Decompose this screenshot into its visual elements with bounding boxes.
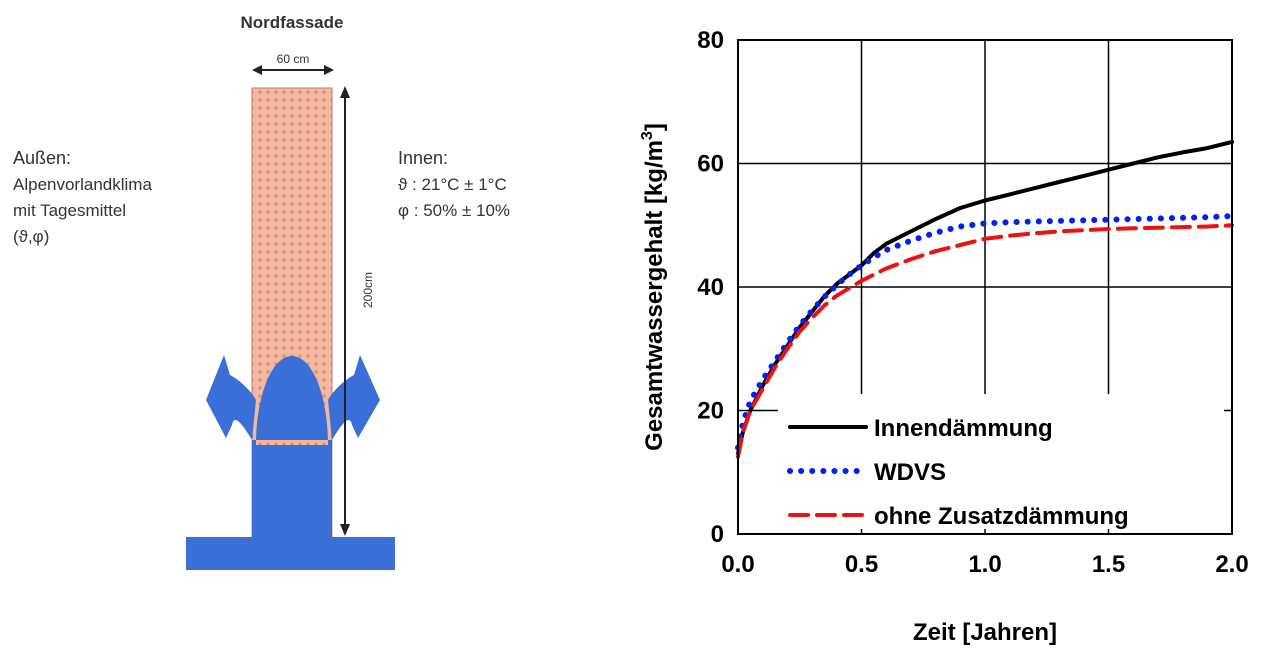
x-axis-label: Zeit [Jahren] [913,619,1057,646]
legend-label: ohne Zusatzdämmung [874,503,1129,530]
inside-line-2: φ : 50% ± 10% [398,201,510,220]
legend-label: Innendämmung [874,415,1053,442]
outside-line-3: (ϑ,φ) [13,227,49,246]
height-label: 200cm [361,272,375,308]
chart-legend: Innendämmung WDVS ohne Zusatzdämmung [778,394,1224,530]
inside-line-1: ϑ : 21°C ± 1°C [398,175,507,194]
plot-frame [737,39,1233,535]
y-tick-label: 0 [711,521,724,548]
moisture-flow-arrows [186,355,395,570]
y-tick-label: 40 [697,274,724,301]
outside-line-1: Alpenvorlandklima [13,175,152,194]
chart-ticks: 0.0 0.5 1.0 1.5 2.0 0 20 40 60 80 [697,27,1248,578]
x-tick-label: 1.5 [1092,551,1125,578]
x-tick-label: 2.0 [1215,551,1248,578]
y-axis-label: Gesamtwassergehalt [kg/m3] [639,123,668,451]
chart-series [735,139,1235,459]
facade-diagram: Nordfassade 60 cm 200cm Außen: Alpenvorl… [13,13,510,570]
legend-background [778,394,1224,529]
x-tick-label: 1.0 [968,551,1001,578]
series-line [735,213,1235,451]
y-axis-label-main: Gesamtwassergehalt [kg/m [641,140,668,451]
height-arrow [340,86,350,536]
y-tick-label: 80 [697,27,724,54]
y-axis-label-superscript: 3 [639,131,656,140]
outside-heading: Außen: [13,148,71,168]
width-label: 60 cm [277,52,310,66]
diagram-title: Nordfassade [241,13,344,32]
series-line [736,223,1234,459]
y-tick-label: 60 [697,151,724,178]
inside-heading: Innen: [398,148,448,168]
x-tick-label: 0.5 [845,551,878,578]
x-tick-label: 0.0 [721,551,754,578]
width-arrow [252,65,334,75]
legend-label: WDVS [874,459,946,486]
outside-line-2: mit Tagesmittel [13,201,126,220]
y-tick-label: 20 [697,398,724,425]
y-axis-label-end: ] [641,123,668,131]
moisture-flow-shape [186,355,395,570]
